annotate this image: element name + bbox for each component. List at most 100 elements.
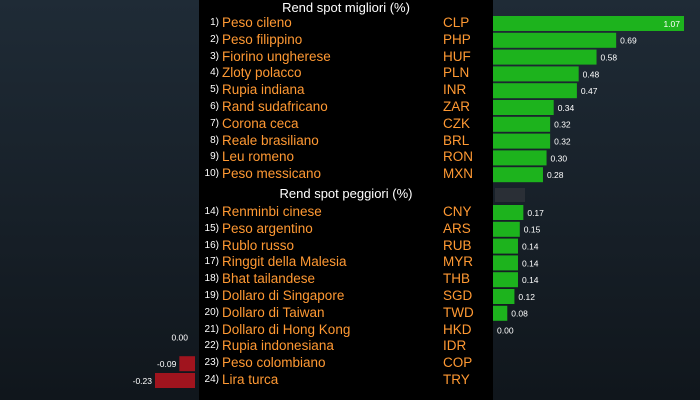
- bar-cop: [179, 356, 195, 372]
- row-rank: 23): [204, 357, 219, 369]
- currency-name: Peso cileno: [222, 15, 292, 30]
- currency-name: Peso filippino: [222, 31, 303, 47]
- bar-ars: [493, 221, 520, 237]
- currency-code: IDR: [443, 338, 467, 354]
- currency-name: Rand sudafricano: [222, 99, 328, 114]
- value-label: 0.12: [518, 292, 535, 302]
- row-rank: 8): [210, 134, 219, 146]
- currency-code: SGD: [443, 288, 473, 303]
- bar-clp: [493, 16, 684, 31]
- currency-code: TRY: [443, 372, 470, 387]
- currency-name: Rublo russo: [222, 237, 295, 253]
- bar-zar: [493, 100, 554, 115]
- bar-rub: [493, 238, 518, 254]
- row-rank: 2): [210, 33, 219, 45]
- bar-cny: [493, 205, 524, 220]
- row-rank: 10): [204, 168, 219, 180]
- currency-code: THB: [443, 271, 470, 287]
- currency-code: PLN: [443, 65, 470, 81]
- row-rank: 17): [204, 256, 219, 268]
- currency-name: Dollaro di Hong Kong: [222, 321, 351, 337]
- value-label: 0.00: [497, 326, 514, 336]
- bar-php: [493, 32, 617, 48]
- value-label: 0.00: [171, 332, 188, 342]
- currency-name: Peso messicano: [222, 166, 322, 182]
- row-rank: 16): [204, 239, 219, 251]
- currency-name: Ringgit della Malesia: [222, 254, 347, 270]
- currency-code: ZAR: [443, 99, 470, 114]
- value-label: 0.15: [524, 225, 541, 235]
- row-rank: 4): [210, 67, 219, 79]
- bar-brl: [493, 133, 551, 149]
- currency-code: TWD: [443, 304, 474, 320]
- currency-code: COP: [443, 355, 473, 371]
- currency-code: BRL: [443, 132, 470, 148]
- currency-name: Renminbi cinese: [222, 204, 322, 219]
- section-title: Rend spot migliori (%): [282, 0, 410, 15]
- bar-czk: [493, 116, 551, 132]
- value-label: 0.14: [522, 275, 539, 285]
- currency-name: Dollaro di Taiwan: [222, 304, 325, 320]
- currency-name: Corona ceca: [222, 115, 299, 131]
- row-rank: 14): [204, 206, 219, 217]
- bar-thb: [493, 272, 518, 288]
- value-label: 0.34: [558, 103, 575, 113]
- currency-code: HUF: [443, 48, 471, 64]
- currency-name: Fiorino ungherese: [222, 48, 331, 64]
- currency-name: Leu romeno: [222, 149, 295, 165]
- row-rank: 1): [210, 17, 219, 28]
- bar-myr: [493, 255, 518, 271]
- value-label: 0.30: [551, 153, 568, 163]
- currency-name: Reale brasiliano: [222, 132, 319, 148]
- row-rank: 22): [204, 340, 219, 352]
- currency-name: Peso argentino: [222, 220, 313, 236]
- currency-code: HKD: [443, 321, 472, 337]
- bar-huf: [493, 49, 597, 65]
- currency-code: RON: [443, 149, 473, 165]
- bar-inr: [493, 83, 577, 99]
- currency-code: MXN: [443, 166, 473, 182]
- currency-name: Lira turca: [222, 372, 279, 387]
- currency-code: INR: [443, 82, 467, 98]
- value-label: -0.09: [157, 359, 177, 369]
- row-rank: 5): [210, 84, 219, 96]
- value-label: 0.14: [522, 242, 539, 252]
- value-label: 0.69: [620, 36, 637, 46]
- currency-name: Peso colombiano: [222, 355, 326, 371]
- row-rank: 6): [210, 101, 219, 112]
- value-label: 0.14: [522, 258, 539, 268]
- currency-name: Rupia indiana: [222, 82, 305, 98]
- value-label: 0.58: [601, 53, 618, 63]
- currency-code: CZK: [443, 115, 470, 131]
- negative-bar-panel: [0, 0, 199, 400]
- bar-try: [155, 373, 195, 388]
- currency-name: Bhat tailandese: [222, 271, 316, 287]
- value-label: 0.32: [554, 120, 571, 130]
- value-label: 0.47: [581, 86, 598, 96]
- row-rank: 7): [210, 117, 219, 129]
- currency-name: Zloty polacco: [222, 65, 302, 81]
- value-label: 0.28: [547, 170, 564, 180]
- value-label: 0.32: [554, 137, 571, 147]
- currency-code: RUB: [443, 237, 472, 253]
- bar-ron: [493, 150, 547, 166]
- row-rank: 18): [204, 273, 219, 285]
- value-label: 1.07: [663, 19, 680, 29]
- currency-code: CNY: [443, 204, 472, 219]
- value-label: 0.08: [511, 309, 528, 319]
- bar-mxn: [493, 167, 543, 183]
- bar-pln: [493, 66, 579, 82]
- currency-code: CLP: [443, 15, 470, 30]
- currency-code: MYR: [443, 254, 473, 270]
- bar-twd: [493, 305, 508, 321]
- section-separator: [495, 188, 525, 202]
- row-rank: 9): [210, 151, 219, 163]
- currency-name: Dollaro di Singapore: [222, 288, 345, 303]
- currency-code: ARS: [443, 220, 471, 236]
- section-title: Rend spot peggiori (%): [279, 186, 413, 201]
- value-label: 0.17: [527, 208, 544, 218]
- row-rank: 19): [204, 290, 219, 301]
- row-rank: 20): [204, 306, 219, 318]
- row-rank: 15): [204, 222, 219, 234]
